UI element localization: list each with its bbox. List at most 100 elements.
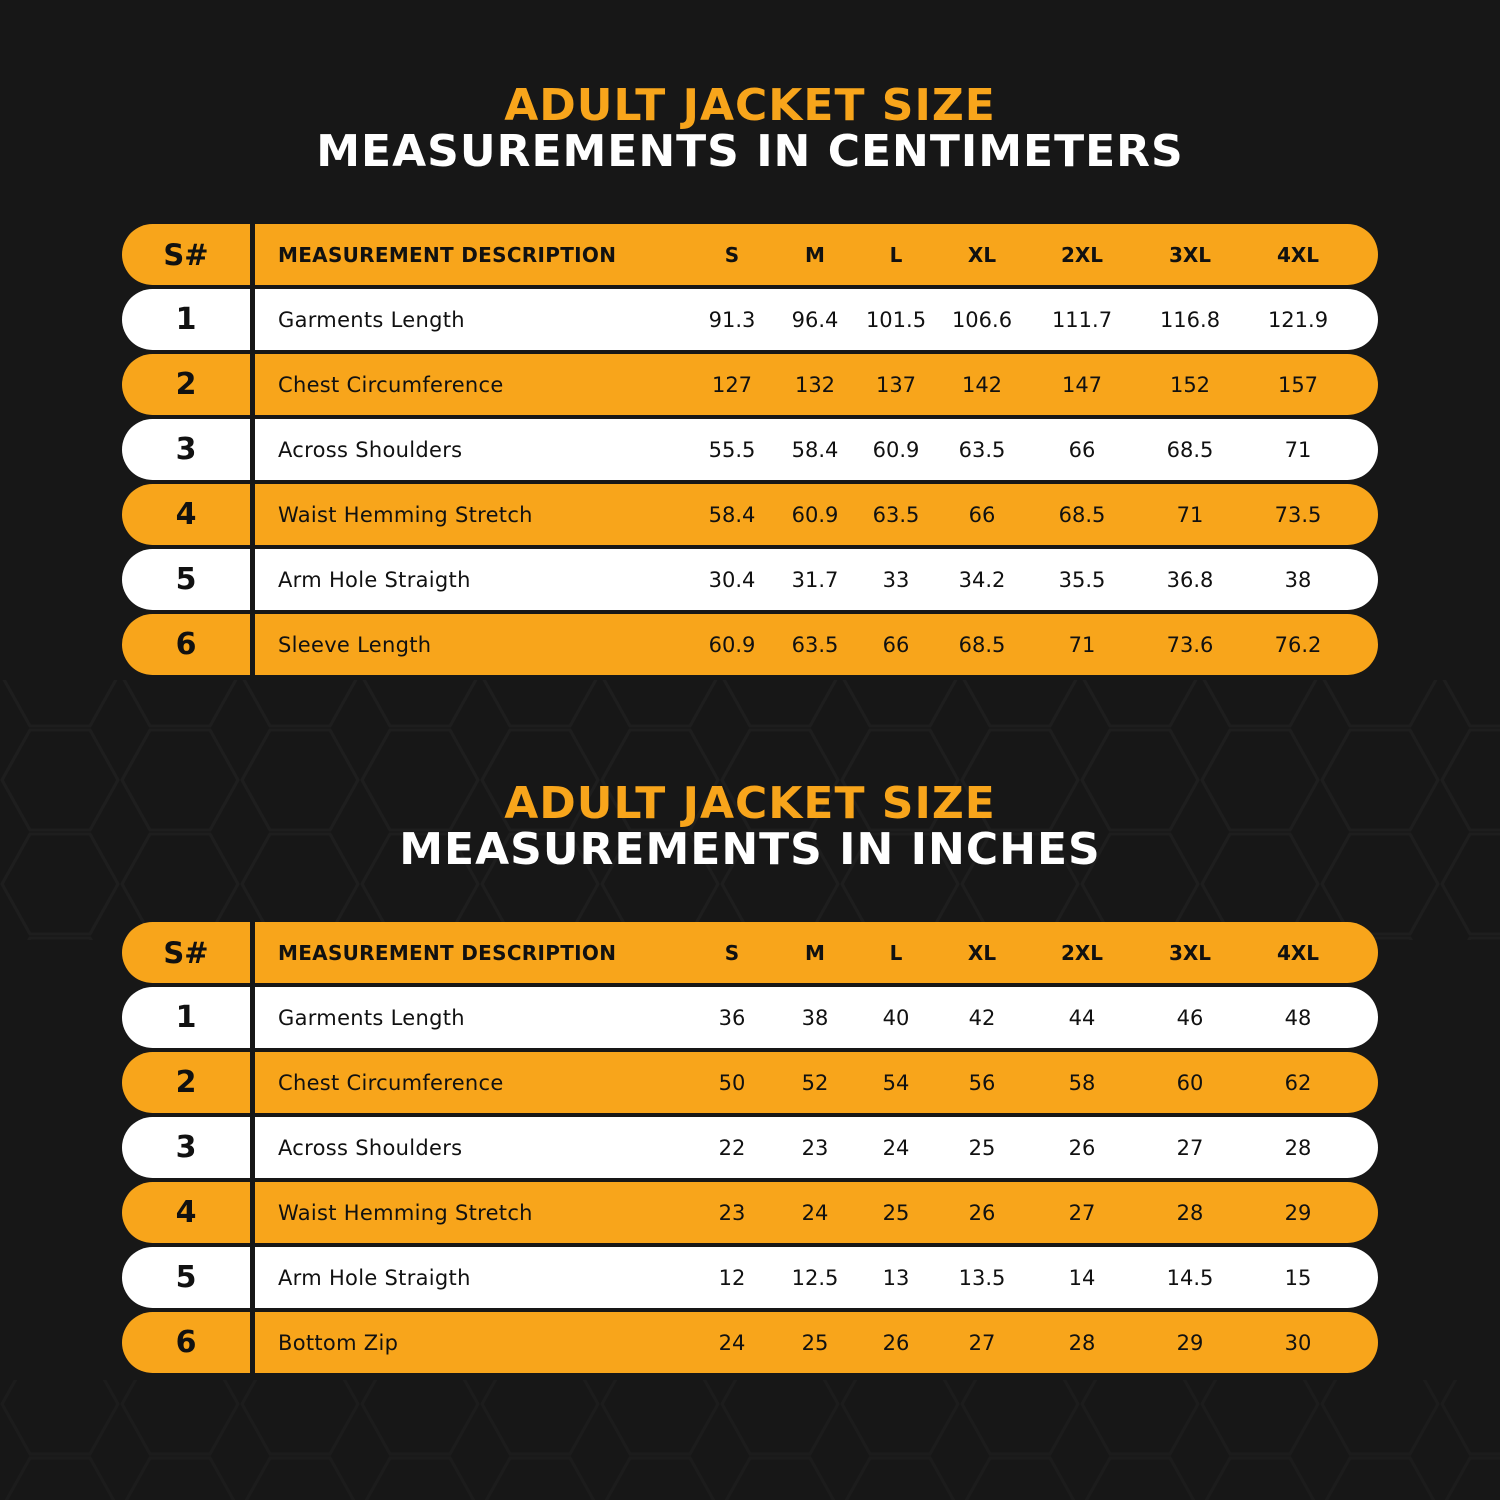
value-m: 24 <box>801 1200 829 1225</box>
row-description: Across Shoulders <box>278 1135 463 1160</box>
table-row: 5 Arm Hole Straigth 30.4 31.7 33 34.2 35… <box>122 549 1378 610</box>
table-row: 6 Bottom Zip 24 25 26 27 28 29 30 <box>122 1312 1378 1373</box>
row-number: 5 <box>175 1260 197 1295</box>
value-xl: 56 <box>968 1070 996 1095</box>
value-4xl: 38 <box>1284 567 1312 592</box>
value-m: 31.7 <box>791 567 839 592</box>
value-2xl: 66 <box>1068 437 1096 462</box>
column-divider <box>250 922 255 983</box>
value-s: 24 <box>718 1330 746 1355</box>
value-4xl: 48 <box>1284 1005 1312 1030</box>
value-m: 96.4 <box>791 307 839 332</box>
value-l: 25 <box>882 1200 910 1225</box>
header-measurement-description: MEASUREMENT DESCRIPTION <box>278 940 617 965</box>
value-xl: 142 <box>961 372 1003 397</box>
table-row: 3 Across Shoulders 22 23 24 25 26 27 28 <box>122 1117 1378 1178</box>
value-2xl: 14 <box>1068 1265 1096 1290</box>
header-size-2xl: 2XL <box>1060 940 1104 965</box>
header-size-3xl: 3XL <box>1168 940 1212 965</box>
value-2xl: 71 <box>1068 632 1096 657</box>
value-s: 50 <box>718 1070 746 1095</box>
value-s: 12 <box>718 1265 746 1290</box>
value-2xl: 68.5 <box>1058 502 1106 527</box>
column-divider <box>250 1052 255 1113</box>
value-3xl: 27 <box>1176 1135 1204 1160</box>
row-description: Across Shoulders <box>278 437 463 462</box>
cm-section-title: ADULT JACKET SIZE MEASUREMENTS IN CENTIM… <box>0 84 1500 174</box>
header-measurement-description: MEASUREMENT DESCRIPTION <box>278 242 617 267</box>
row-description: Waist Hemming Stretch <box>278 502 533 527</box>
value-3xl: 28 <box>1176 1200 1204 1225</box>
value-l: 63.5 <box>872 502 920 527</box>
value-l: 54 <box>882 1070 910 1095</box>
value-s: 60.9 <box>708 632 756 657</box>
value-4xl: 15 <box>1284 1265 1312 1290</box>
value-4xl: 71 <box>1284 437 1312 462</box>
value-3xl: 36.8 <box>1166 567 1214 592</box>
row-number: 2 <box>175 1065 197 1100</box>
value-xl: 25 <box>968 1135 996 1160</box>
value-2xl: 28 <box>1068 1330 1096 1355</box>
value-xl: 106.6 <box>951 307 1013 332</box>
value-l: 40 <box>882 1005 910 1030</box>
row-number: 4 <box>175 1195 197 1230</box>
value-xl: 27 <box>968 1330 996 1355</box>
value-3xl: 73.6 <box>1166 632 1214 657</box>
value-l: 137 <box>875 372 917 397</box>
cm-size-table: S# MEASUREMENT DESCRIPTION S M L XL 2XL … <box>122 224 1378 679</box>
value-4xl: 76.2 <box>1274 632 1322 657</box>
value-4xl: 121.9 <box>1267 307 1329 332</box>
row-description: Arm Hole Straigth <box>278 1265 471 1290</box>
column-divider <box>250 1247 255 1308</box>
value-m: 132 <box>794 372 836 397</box>
cm-title-line2: MEASUREMENTS IN CENTIMETERS <box>316 126 1184 177</box>
value-s: 23 <box>718 1200 746 1225</box>
row-number: 6 <box>175 1325 197 1360</box>
value-l: 66 <box>882 632 910 657</box>
column-divider <box>250 354 255 415</box>
row-number: 4 <box>175 497 197 532</box>
value-s: 91.3 <box>708 307 756 332</box>
header-size-xl: XL <box>967 940 997 965</box>
column-divider <box>250 484 255 545</box>
value-l: 60.9 <box>872 437 920 462</box>
value-m: 25 <box>801 1330 829 1355</box>
table-row: 5 Arm Hole Straigth 12 12.5 13 13.5 14 1… <box>122 1247 1378 1308</box>
cm-title-line1: ADULT JACKET SIZE <box>504 80 996 131</box>
value-xl: 68.5 <box>958 632 1006 657</box>
value-l: 33 <box>882 567 910 592</box>
row-number: 6 <box>175 627 197 662</box>
value-xl: 26 <box>968 1200 996 1225</box>
value-m: 12.5 <box>791 1265 839 1290</box>
cm-table-header: S# MEASUREMENT DESCRIPTION S M L XL 2XL … <box>122 224 1378 285</box>
value-3xl: 68.5 <box>1166 437 1214 462</box>
column-divider <box>250 1117 255 1178</box>
table-row: 6 Sleeve Length 60.9 63.5 66 68.5 71 73.… <box>122 614 1378 675</box>
value-s: 22 <box>718 1135 746 1160</box>
table-row: 3 Across Shoulders 55.5 58.4 60.9 63.5 6… <box>122 419 1378 480</box>
value-4xl: 30 <box>1284 1330 1312 1355</box>
header-size-4xl: 4XL <box>1276 242 1320 267</box>
table-row: 4 Waist Hemming Stretch 58.4 60.9 63.5 6… <box>122 484 1378 545</box>
header-size-s: S <box>724 242 740 267</box>
value-m: 60.9 <box>791 502 839 527</box>
value-s: 55.5 <box>708 437 756 462</box>
value-m: 23 <box>801 1135 829 1160</box>
value-xl: 42 <box>968 1005 996 1030</box>
value-s: 36 <box>718 1005 746 1030</box>
value-l: 101.5 <box>865 307 927 332</box>
column-divider <box>250 419 255 480</box>
row-number: 3 <box>175 432 197 467</box>
header-size-2xl: 2XL <box>1060 242 1104 267</box>
value-l: 26 <box>882 1330 910 1355</box>
value-2xl: 58 <box>1068 1070 1096 1095</box>
row-number: 1 <box>175 302 197 337</box>
value-3xl: 152 <box>1169 372 1211 397</box>
table-row: 1 Garments Length 36 38 40 42 44 46 48 <box>122 987 1378 1048</box>
row-number: 1 <box>175 1000 197 1035</box>
table-row: 1 Garments Length 91.3 96.4 101.5 106.6 … <box>122 289 1378 350</box>
inches-title-line1: ADULT JACKET SIZE <box>504 778 996 829</box>
value-m: 38 <box>801 1005 829 1030</box>
value-xl: 66 <box>968 502 996 527</box>
row-number: 5 <box>175 562 197 597</box>
